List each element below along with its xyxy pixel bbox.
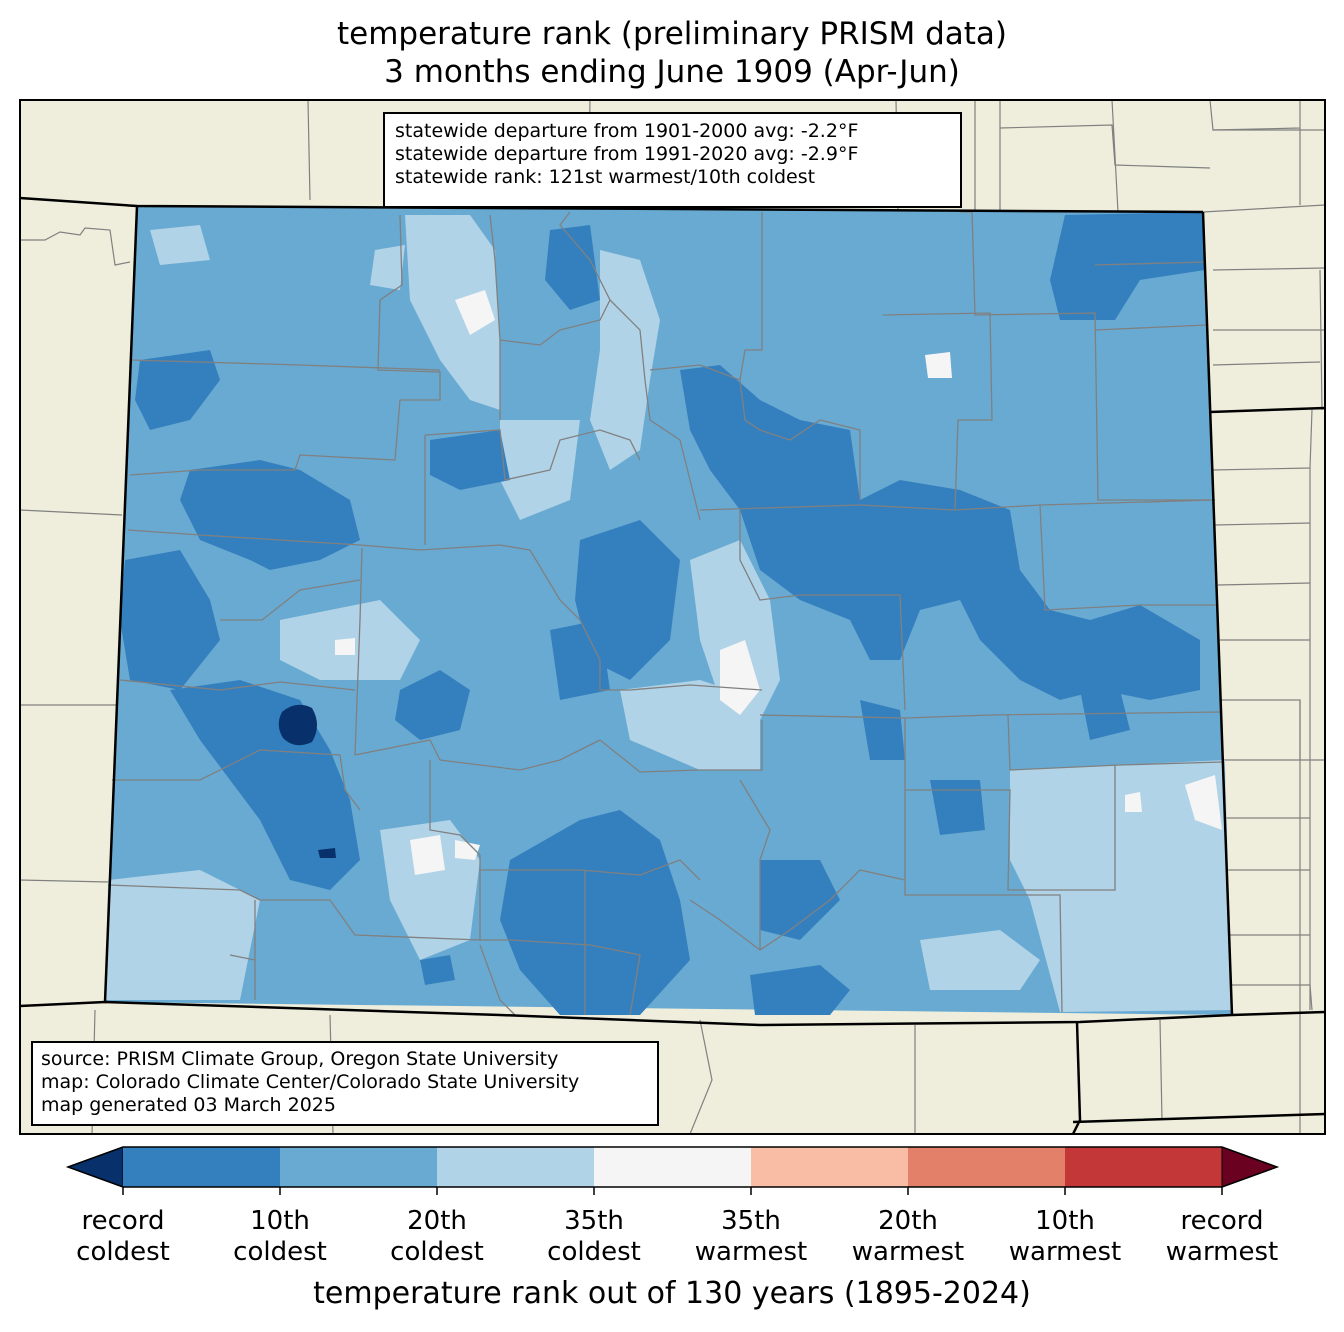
colorbar-label-top: record [1180,1206,1264,1236]
colorbar-label-10th-warmest: 10th warmest [965,1206,1165,1268]
colorbar-segment-10th-warmest [1065,1147,1222,1187]
map-border [19,99,1326,1135]
colorbar-title: temperature rank out of 130 years (1895-… [313,1276,1031,1311]
colorbar-label-20th-warmest: 20th warmest [808,1206,1008,1268]
map-title-line2: 3 months ending June 1909 (Apr-Jun) [384,54,960,90]
colorbar-label-bottom: warmest [1165,1237,1279,1267]
colorbar-label-top: 20th [407,1206,467,1236]
colorbar-label-20th-coldest: 20th coldest [337,1206,537,1268]
colorbar-label-top: 10th [1035,1206,1095,1236]
stats-line-1991-2020: statewide departure from 1991-2020 avg: … [395,143,859,165]
colorbar-label-bottom: coldest [76,1237,170,1267]
colorbar-label-35th-coldest: 35th coldest [494,1206,694,1268]
source-box: source: PRISM Climate Group, Oregon Stat… [31,1041,659,1126]
colorbar-ticks [122,1187,1223,1195]
map-title-line1: temperature rank (preliminary PRISM data… [336,16,1007,52]
colorbar-label-record-coldest: record coldest [23,1206,223,1268]
colorbar-label-bottom: warmest [694,1237,808,1267]
colorbar-segment-20th-warmest [908,1147,1065,1187]
colorbar-extend-warmest [1221,1146,1279,1188]
colorbar-extend-coldest [66,1146,124,1188]
colorbar-label-top: record [81,1206,165,1236]
record-coldest-regions [278,704,336,858]
dark-blue-regions [120,212,1205,1015]
source-line-generated: map generated 03 March 2025 [41,1094,336,1116]
colorbar-label-bottom: warmest [851,1237,965,1267]
colorbar-segment-neutral [594,1147,751,1187]
colorbar-label-bottom: coldest [390,1237,484,1267]
colorbar-label-top: 10th [250,1206,310,1236]
stats-line-rank: statewide rank: 121st warmest/10th colde… [395,166,816,188]
colorado-county-lines [107,211,1223,1016]
colorbar-label-top: 35th [564,1206,624,1236]
colorbar-label-bottom: coldest [233,1237,327,1267]
colorbar-label-record-warmest: record warmest [1122,1206,1322,1268]
colorbar-label-10th-coldest: 10th coldest [180,1206,380,1268]
state-borders [19,196,1326,1135]
source-line-prism: source: PRISM Climate Group, Oregon Stat… [41,1048,559,1070]
colorbar-segment-35th-warmest [751,1147,908,1187]
colorbar-label-top: 20th [878,1206,938,1236]
stats-line-1901-2000: statewide departure from 1901-2000 avg: … [395,120,859,142]
source-line-map: map: Colorado Climate Center/Colorado St… [41,1071,580,1093]
neutral-regions [335,290,1222,875]
colorbar-label-bottom: warmest [1008,1237,1122,1267]
colorbar-segment-35th-coldest [437,1147,594,1187]
colorbar-segment-20th-coldest [280,1147,437,1187]
colorbar-label-top: 35th [721,1206,781,1236]
colorbar-label-bottom: coldest [547,1237,641,1267]
colorbar-segment-10th-coldest [123,1147,280,1187]
statewide-stats-box: statewide departure from 1901-2000 avg: … [383,112,962,208]
colorbar [65,1146,1280,1195]
colorbar-label-35th-warmest: 35th warmest [651,1206,851,1268]
